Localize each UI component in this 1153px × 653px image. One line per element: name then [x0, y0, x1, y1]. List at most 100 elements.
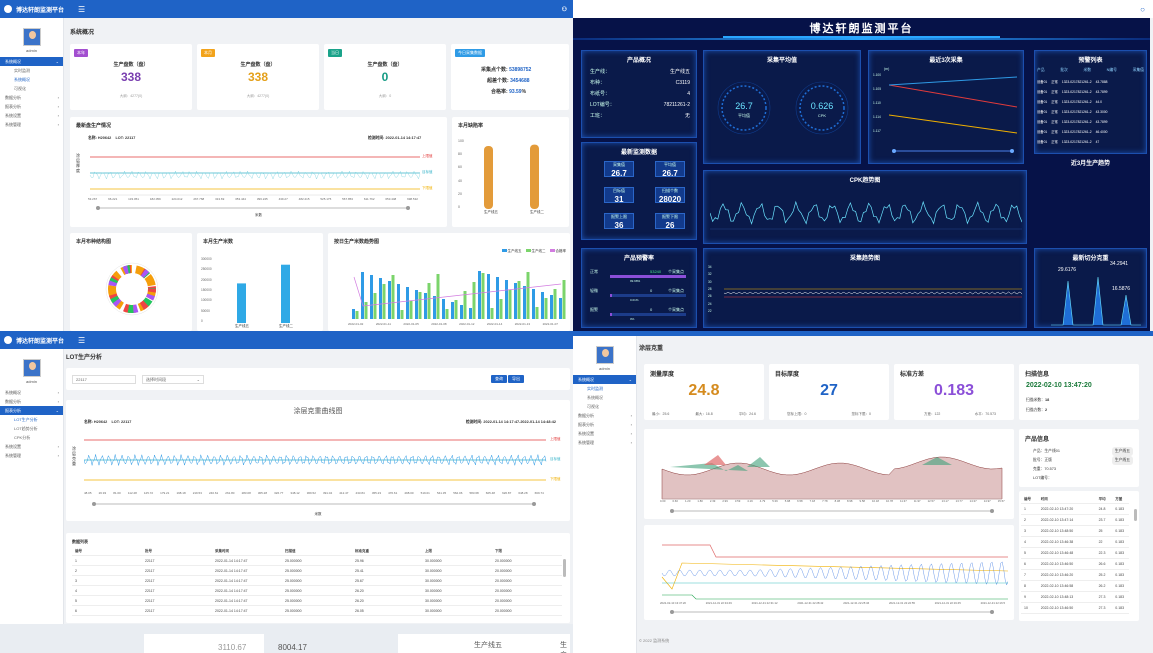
history-row[interactable]: 2 2022-02-10 13:47:14 23.7 0.183 — [1021, 515, 1129, 526]
stat-sub: 大纲：0 — [378, 94, 392, 98]
kpi-target: 目标厚度 27 您标上限：0 您标下限：0 — [769, 364, 889, 420]
kpi-title: 标准方差 — [900, 372, 925, 378]
time-range-select[interactable]: 选择时间段 ⌄ — [142, 375, 204, 384]
history-cell: 2022-02-10 13:46:48 — [1040, 551, 1074, 555]
avatar[interactable] — [595, 346, 614, 364]
sidebar-sub-lottrend[interactable]: LOT趋势分析 — [14, 426, 38, 431]
table-row[interactable]: 1 22117 2022-01-14 14:17:47 25.000000 25.96 3… — [72, 556, 562, 566]
sidebar-item-settings[interactable]: 系统设置 › — [578, 431, 632, 436]
trend-bar — [454, 300, 458, 319]
sidebar-item-manage[interactable]: 系统管理 › — [578, 440, 632, 445]
legend-item: 生产线五 — [507, 249, 522, 253]
sidebar-item-settings[interactable]: 系统设置 › — [5, 113, 59, 118]
table-cell: 26.05 — [355, 609, 364, 613]
sidebar-item-analysis[interactable]: 数据分析 › — [5, 399, 59, 404]
menu-toggle-icon[interactable]: ☰ — [78, 335, 86, 345]
trend-bar — [370, 275, 373, 319]
history-row[interactable]: 10 2022-02-10 13:46:50 27.3 0.183 — [1021, 603, 1129, 614]
table-row[interactable]: 5 22117 2022-01-14 14:17:47 25.000000 26.20 3… — [72, 596, 562, 606]
sidebar-item-overview[interactable]: 系统概况 › — [5, 390, 59, 395]
export-button[interactable]: 导出 — [508, 375, 524, 383]
trend-bar — [508, 290, 512, 319]
sidebar-item-report[interactable]: 报表分析 › — [5, 104, 59, 109]
sidebar-sub-realtime[interactable]: 实时监测 — [587, 386, 603, 391]
sidebar-item-overview[interactable]: 系统概况 ⌄ — [573, 375, 636, 384]
list-scrollbar[interactable] — [1134, 509, 1137, 521]
history-row[interactable]: 7 2022-02-10 13:46:20 25.2 0.183 — [1021, 570, 1129, 581]
tick-label: 11.37 — [900, 499, 907, 503]
table-scrollbar[interactable] — [563, 559, 566, 577]
latest-name-label: 名称: — [88, 136, 97, 140]
table-cell: 25.000000 — [285, 589, 302, 593]
history-row[interactable]: 3 2022-02-10 13:48:50 25 0.183 — [1021, 526, 1129, 537]
kpi-measure: 测量厚度 24.8 最小：25.6 最大：16.8 平均：24.6 — [644, 364, 764, 420]
history-row[interactable]: 5 2022-02-10 13:46:48 22.3 0.183 — [1021, 548, 1129, 559]
history-row[interactable]: 6 2022-02-10 13:46:50 26.6 0.183 — [1021, 559, 1129, 570]
history-cell: 0.183 — [1115, 551, 1125, 555]
forecast-cell: 1323-0217821261-2 — [1061, 130, 1092, 134]
tick-label: 2022-01-07 — [542, 322, 558, 326]
month-cat-1: 生产线二 — [279, 324, 293, 328]
table-row[interactable]: 2 22117 2022-01-14 14:17:47 25.000000 25.41 3… — [72, 566, 562, 576]
search-button[interactable]: 查询 — [491, 375, 507, 383]
tick-label: 396.245 — [256, 197, 268, 201]
product-key: 生产线： — [590, 69, 611, 75]
tick-label: 5.98 — [784, 499, 791, 503]
tick-label: 224.012 — [171, 197, 183, 201]
sidebar-item-manage[interactable]: 系统管理 › — [5, 453, 59, 458]
sidebar-item-analysis[interactable]: 数据分析 › — [578, 413, 632, 418]
sidebar-item-report[interactable]: 报表分析 ⌄ — [0, 406, 63, 415]
history-row[interactable]: 9 2022-02-10 13:48:13 27.3 0.183 — [1021, 592, 1129, 603]
tick-label: 1.20 — [684, 499, 691, 503]
gauge-avg-value: 26.7 — [735, 101, 753, 111]
menu-toggle-icon[interactable]: ☰ — [78, 4, 86, 14]
tick-label: 0.00 — [660, 499, 666, 503]
history-row[interactable]: 8 2022-02-10 13:46:58 26.2 0.183 — [1021, 581, 1129, 592]
history-cell: 1 — [1024, 507, 1026, 511]
tick-label: 10.78 — [885, 499, 893, 503]
table-row[interactable]: 6 22117 2022-01-14 14:17:47 25.000000 26.05 3… — [72, 606, 562, 616]
sidebar-item-report[interactable]: 报表分析 › — [578, 422, 632, 427]
history-row[interactable]: 1 2022-02-10 13:47:20 24.8 0.183 — [1021, 504, 1129, 515]
table-cell: 30.000000 — [425, 569, 442, 573]
sidebar-sub-realtime[interactable]: 实时监测 — [14, 68, 30, 73]
tick-label: 13.77 — [955, 499, 963, 503]
history-header-cell: 时间 — [1040, 497, 1048, 501]
sidebar-sub-overview[interactable]: 系统概况 — [14, 77, 30, 82]
sidebar-item-overview[interactable]: 系统概况 ⌄ — [0, 57, 63, 66]
latest-card: 最新盘生产情况 名称: H20642 LOT: 22117 检测时间: 2022… — [70, 117, 447, 227]
sidebar-sub-overview[interactable]: 系统概况 — [587, 395, 603, 400]
table-header-cell: 上限 — [425, 549, 432, 553]
product-row: 工班： 无 — [590, 111, 690, 122]
sidebar-sub-visual[interactable]: 可视化 — [587, 404, 599, 409]
tick-label: 1.110 — [873, 101, 881, 105]
search-icon[interactable]: ○ — [1140, 5, 1145, 14]
table-row[interactable]: 4 22117 2022-01-14 14:17:47 25.000000 26.20 3… — [72, 586, 562, 596]
history-row[interactable]: 4 2022-02-10 13:46:38 22 0.183 — [1021, 537, 1129, 548]
user-icon[interactable]: ⚇ — [561, 6, 567, 13]
sidebar-item-manage[interactable]: 系统管理 › — [5, 122, 59, 127]
avatar[interactable] — [22, 359, 41, 377]
history-cell: 2022-02-10 13:46:58 — [1040, 584, 1074, 588]
sidebar-sub-cpk[interactable]: CPK分析 — [14, 435, 31, 440]
sidebar-sub-visual[interactable]: 可视化 — [14, 86, 26, 91]
today-label-rate: 合格率: — [491, 89, 508, 95]
product-info-row: 克重：70.573 — [1033, 465, 1133, 474]
tick-label: 2022-01-13 — [514, 322, 531, 326]
trend-bar — [400, 310, 404, 319]
pie-chart — [105, 262, 159, 316]
trend3-title: 近3月生产趋势 — [1070, 161, 1111, 167]
table-row[interactable]: 3 22117 2022-01-14 14:17:47 25.000000 25.67 3… — [72, 576, 562, 586]
table-cell: 25.000000 — [285, 579, 302, 583]
forecast-cell: 46.4000 — [1095, 130, 1108, 134]
sidebar-sub-lot[interactable]: LOT生产分析 — [14, 417, 38, 422]
latest-chart — [89, 156, 421, 210]
tick-label: 11.97 — [913, 499, 921, 503]
sidebar-item-analysis[interactable]: 数据分析 › — [5, 95, 59, 100]
today-value-over: 3454688 — [510, 78, 530, 84]
lot-search-input[interactable]: 22117 — [72, 375, 136, 384]
avatar[interactable] — [22, 28, 41, 46]
table-header-cell: 批号 — [145, 549, 152, 553]
tick-label: 567.853 — [342, 197, 353, 201]
sidebar-item-settings[interactable]: 系统设置 › — [5, 444, 59, 449]
